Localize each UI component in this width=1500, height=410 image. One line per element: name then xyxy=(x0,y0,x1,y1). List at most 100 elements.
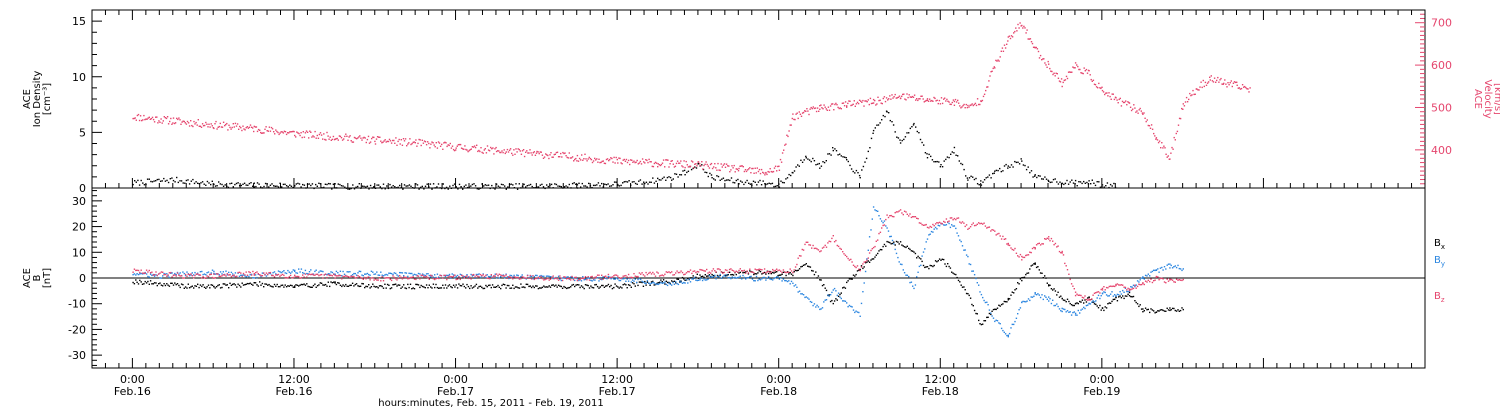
bx-point xyxy=(938,258,941,260)
by-point xyxy=(1131,286,1133,288)
velocity-point xyxy=(763,172,765,174)
bz-point xyxy=(425,275,428,277)
bz-point xyxy=(1079,294,1081,296)
density-point xyxy=(888,112,890,114)
density-point xyxy=(872,132,874,134)
bz-point xyxy=(1144,280,1147,282)
bx-point xyxy=(1115,296,1117,299)
velocity-point xyxy=(339,135,342,138)
bx-point xyxy=(380,285,382,287)
velocity-point xyxy=(479,150,481,153)
density-point xyxy=(347,188,349,190)
by-point xyxy=(265,275,268,277)
velocity-point xyxy=(672,163,674,165)
by-point xyxy=(1083,306,1085,309)
bz-point xyxy=(452,275,455,278)
velocity-point xyxy=(271,128,274,130)
velocity-point xyxy=(421,139,423,141)
by-point xyxy=(607,275,610,278)
bz-point xyxy=(188,273,191,276)
bz-point xyxy=(850,258,852,261)
bx-point xyxy=(539,287,541,289)
bz-point xyxy=(645,271,647,274)
by-point xyxy=(145,273,148,275)
bz-point xyxy=(824,244,826,247)
bx-point xyxy=(417,284,420,286)
bx-point xyxy=(982,323,984,325)
bx-point xyxy=(660,279,662,281)
bx-point xyxy=(763,271,766,274)
velocity-point xyxy=(962,104,964,107)
bx-point xyxy=(303,283,305,285)
by-point xyxy=(781,280,783,282)
velocity-point xyxy=(156,116,158,118)
bx-point xyxy=(209,287,211,289)
by-point xyxy=(901,263,903,266)
bx-point xyxy=(319,282,321,284)
velocity-point xyxy=(780,161,783,163)
velocity-point xyxy=(1182,108,1184,110)
velocity-point xyxy=(1225,83,1227,85)
bz-point xyxy=(144,272,146,274)
bz-point xyxy=(650,273,653,275)
bz-point xyxy=(996,233,999,235)
by-point xyxy=(560,279,562,282)
density-point xyxy=(668,176,670,178)
bz-point xyxy=(225,275,227,277)
by-point xyxy=(1008,332,1011,335)
density-point xyxy=(655,180,657,182)
by-point xyxy=(182,271,184,273)
velocity-point xyxy=(153,121,156,123)
velocity-point xyxy=(179,119,181,121)
bx-point xyxy=(640,281,642,283)
density-point xyxy=(617,184,619,187)
velocity-point xyxy=(566,156,568,159)
density-point xyxy=(1005,163,1007,166)
by-point xyxy=(525,278,527,280)
density-point xyxy=(605,184,608,186)
velocity-point xyxy=(818,110,820,112)
by-point xyxy=(902,269,904,271)
velocity-point xyxy=(324,138,326,141)
bz-point xyxy=(502,275,505,277)
bx-point xyxy=(925,266,927,268)
bx-point xyxy=(1011,291,1013,293)
velocity-point xyxy=(326,131,328,134)
by-point xyxy=(462,276,464,278)
by-point xyxy=(1013,323,1015,326)
bx-point xyxy=(774,271,777,273)
density-point xyxy=(948,156,950,159)
velocity-point xyxy=(459,143,462,146)
density-point xyxy=(725,179,728,181)
bz-point xyxy=(497,275,499,277)
bz-point xyxy=(986,227,988,229)
density-point xyxy=(749,183,751,185)
density-point xyxy=(716,175,718,177)
bz-point xyxy=(214,277,216,279)
by-point xyxy=(665,283,667,286)
bz-point xyxy=(629,276,631,279)
bz-point xyxy=(672,274,674,276)
velocity-point xyxy=(135,119,137,121)
density-point xyxy=(816,163,819,165)
bz-point xyxy=(159,272,161,274)
by-point xyxy=(444,275,447,278)
velocity-point xyxy=(586,160,588,162)
bx-point xyxy=(307,285,309,288)
by-point xyxy=(871,218,873,220)
bz-point xyxy=(586,279,588,281)
bz-point xyxy=(226,273,228,275)
bx-point xyxy=(601,284,603,287)
bottom-left-tick-label: -10 xyxy=(68,298,86,311)
velocity-point xyxy=(256,130,259,133)
velocity-point xyxy=(245,127,247,129)
bx-point xyxy=(532,285,534,287)
velocity-point xyxy=(224,124,226,127)
bz-point xyxy=(341,278,343,280)
by-point xyxy=(452,274,455,276)
density-point xyxy=(854,172,856,174)
bz-point xyxy=(171,276,173,278)
velocity-point xyxy=(1086,72,1089,74)
by-point xyxy=(1031,296,1034,298)
